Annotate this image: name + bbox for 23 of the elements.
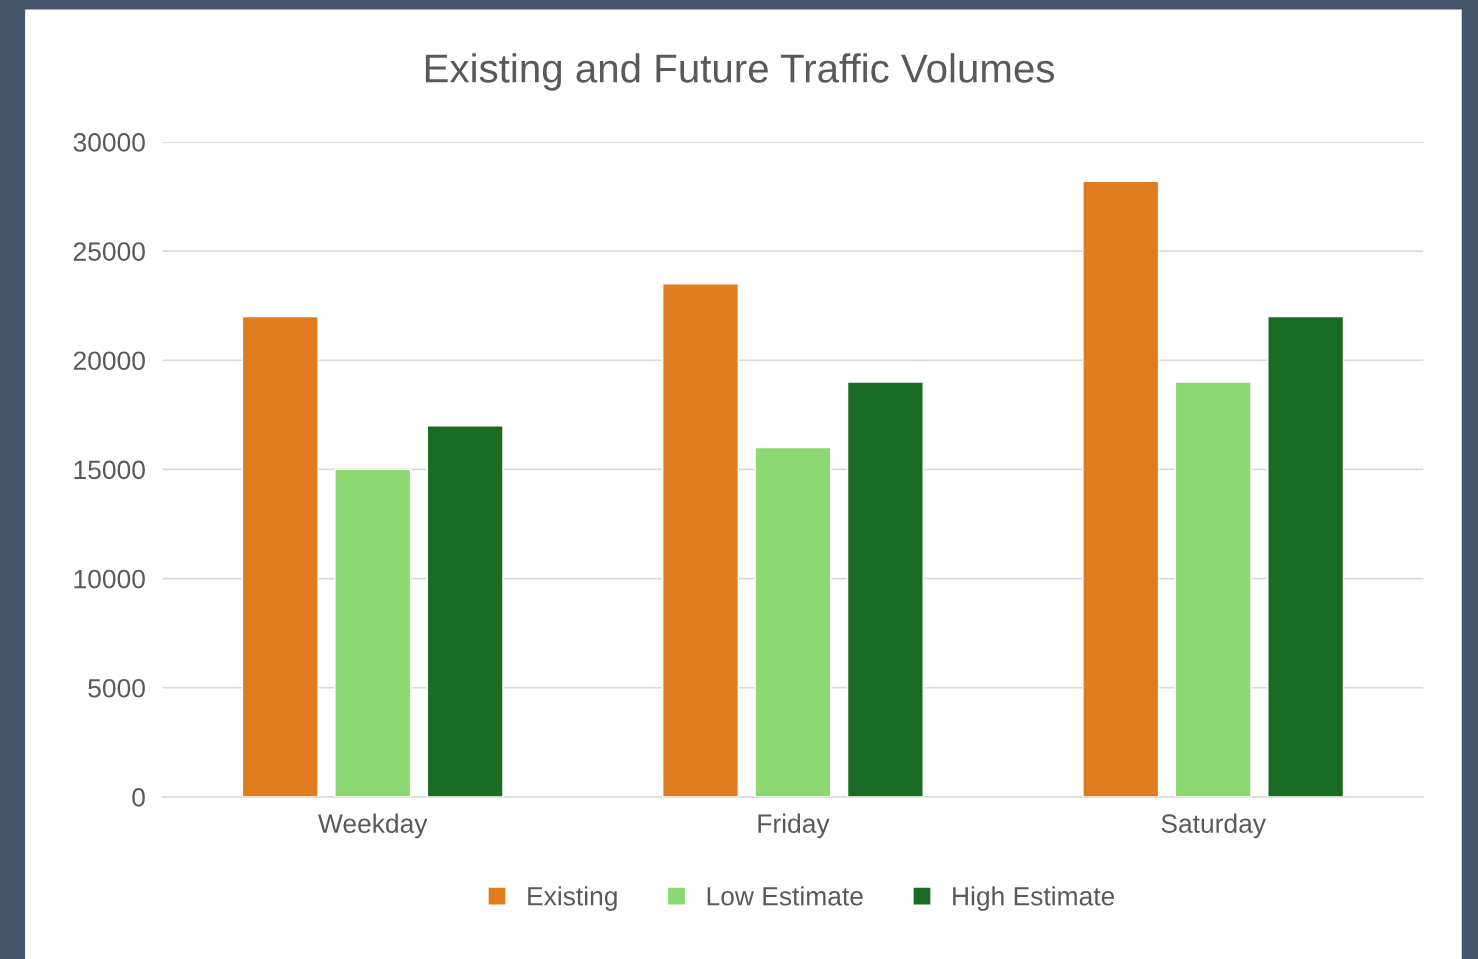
bar xyxy=(1082,180,1160,797)
x-tick-label: Saturday xyxy=(1161,813,1266,839)
y-tick-label: 15000 xyxy=(74,460,145,480)
legend-label: High Estimate xyxy=(953,886,1115,911)
y-tick-label: 25000 xyxy=(73,242,145,261)
bar xyxy=(754,446,832,797)
y-tick-label: 5000 xyxy=(88,678,145,698)
y-tick-label: 10000 xyxy=(74,569,145,589)
chart-title: Existing and Future Traffic Volumes xyxy=(425,53,1054,91)
bar xyxy=(1174,381,1252,797)
bar xyxy=(846,381,924,797)
y-tick-label: 20000 xyxy=(73,351,145,371)
x-tick-label: Friday xyxy=(758,813,830,839)
y-tick-label: 0 xyxy=(132,788,145,807)
x-tick-label: Weekday xyxy=(318,813,428,839)
bar xyxy=(241,315,319,797)
bar xyxy=(1267,315,1345,797)
bar xyxy=(426,425,504,797)
legend-label: Existing xyxy=(528,886,617,911)
bar xyxy=(661,283,740,797)
y-tick-label: 30000 xyxy=(73,133,145,152)
bar xyxy=(334,468,412,797)
legend-label: Low Estimate xyxy=(707,886,863,906)
